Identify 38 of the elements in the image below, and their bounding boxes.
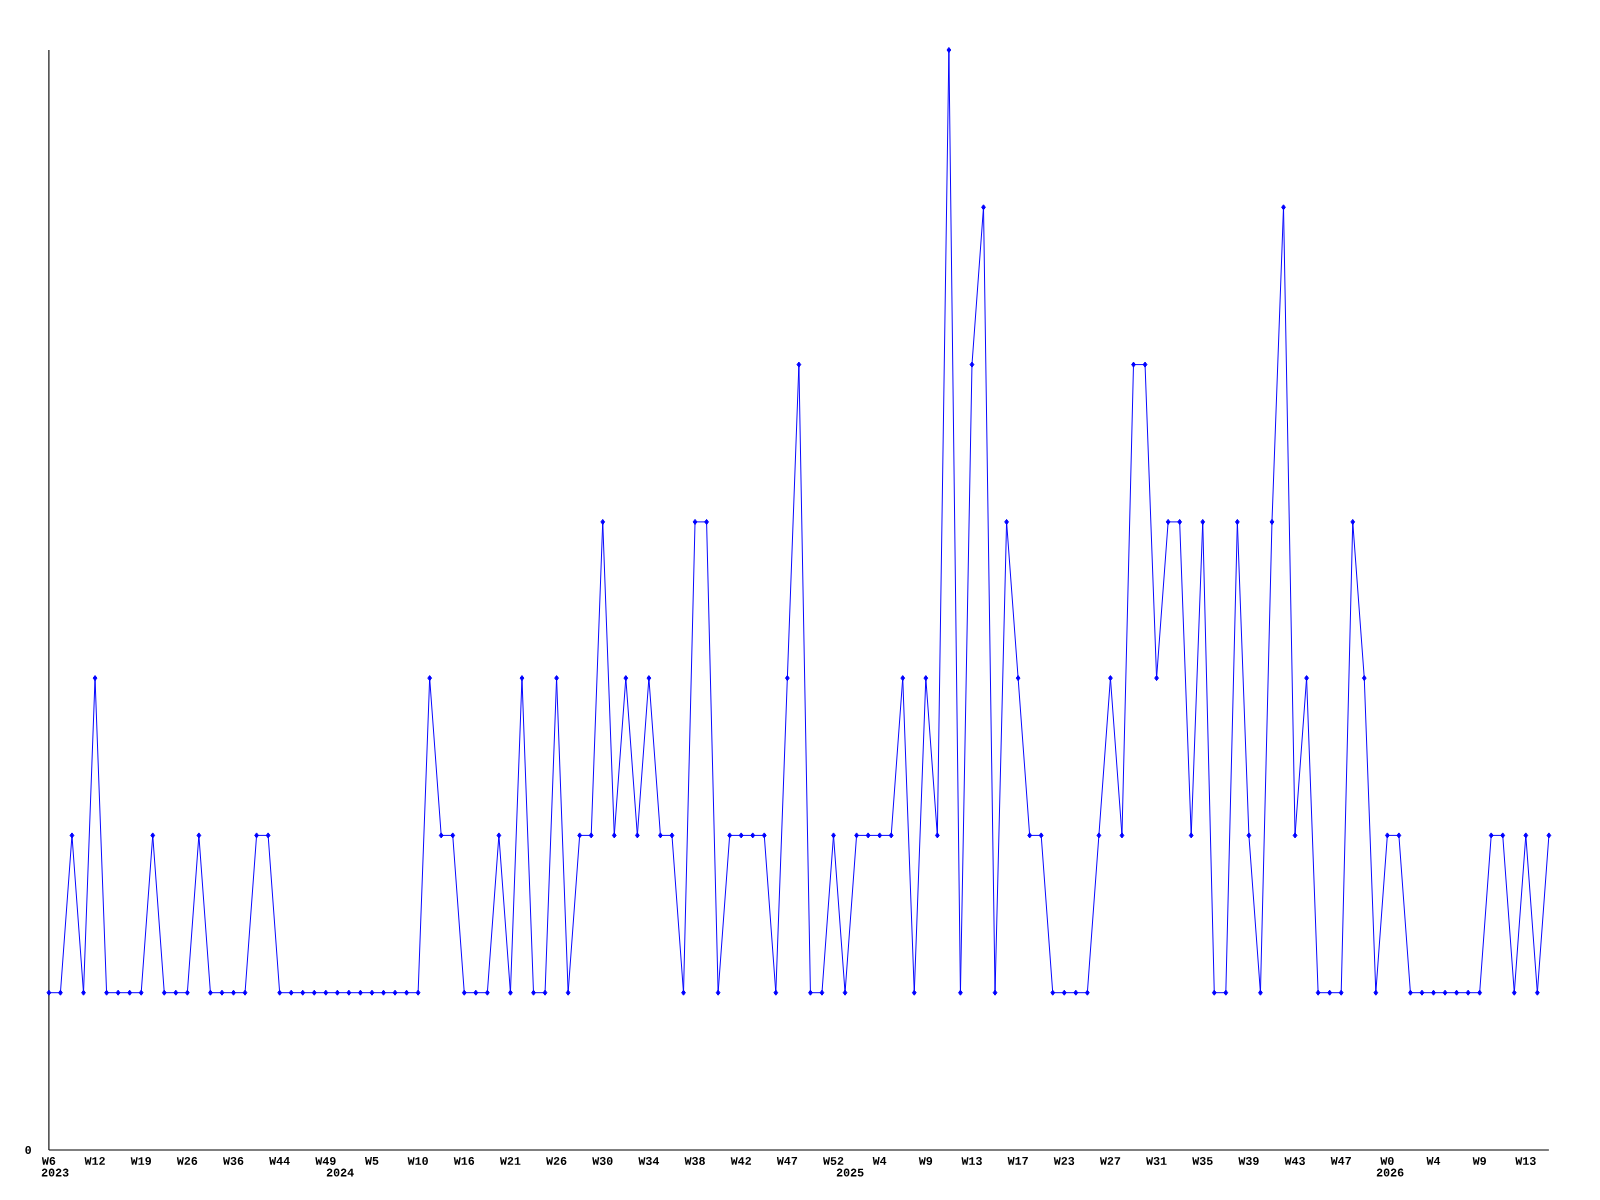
- x-tick-label: W17: [1007, 1157, 1028, 1165]
- x-tick-label: W26: [546, 1157, 567, 1165]
- x-tick-label: W34: [638, 1157, 660, 1165]
- text: 2026: [1376, 1168, 1404, 1177]
- text: 2024: [326, 1168, 354, 1177]
- x-tick-label: W39: [1238, 1157, 1259, 1165]
- x-tick-label: W52: [823, 1157, 844, 1165]
- x-tick-label: W0: [1380, 1157, 1394, 1165]
- x-tick-label: W43: [1284, 1157, 1305, 1165]
- x-tick-label: W30: [592, 1157, 613, 1165]
- x-tick-label: W23: [1053, 1157, 1075, 1165]
- x-tick-label: W4: [872, 1157, 887, 1165]
- x-tick-label: W49: [315, 1157, 336, 1165]
- x-tick-label: W21: [499, 1157, 521, 1165]
- x-tick-label: W19: [130, 1157, 152, 1165]
- x-tick-label: W13: [1515, 1157, 1536, 1165]
- text: 2023: [41, 1168, 69, 1177]
- text: 0: [25, 1146, 31, 1154]
- x-tick-label: W31: [1146, 1157, 1167, 1165]
- x-tick-label: W44: [269, 1157, 290, 1165]
- x-tick-label: W47: [1330, 1157, 1351, 1165]
- x-tick-label: W13: [961, 1157, 982, 1165]
- x-tick-label: W26: [176, 1157, 198, 1165]
- x-tick-label: W9: [918, 1157, 933, 1165]
- x-tick-label: W36: [223, 1157, 244, 1165]
- x-tick-label: W16: [453, 1157, 475, 1165]
- x-tick-label: W9: [1472, 1157, 1486, 1165]
- text: 2025: [836, 1168, 864, 1177]
- x-tick-label: W12: [84, 1157, 105, 1165]
- x-tick-label: W42: [730, 1157, 752, 1165]
- x-tick-label: W6: [41, 1157, 56, 1165]
- x-tick-label: W4: [1426, 1157, 1441, 1165]
- x-tick-label: W10: [407, 1157, 428, 1165]
- x-tick-label: W5: [364, 1157, 379, 1165]
- x-tick-label: W27: [1099, 1157, 1121, 1165]
- x-tick-label: W47: [776, 1157, 798, 1165]
- x-tick-label: W35: [1192, 1157, 1213, 1165]
- x-tick-label: W38: [684, 1157, 705, 1165]
